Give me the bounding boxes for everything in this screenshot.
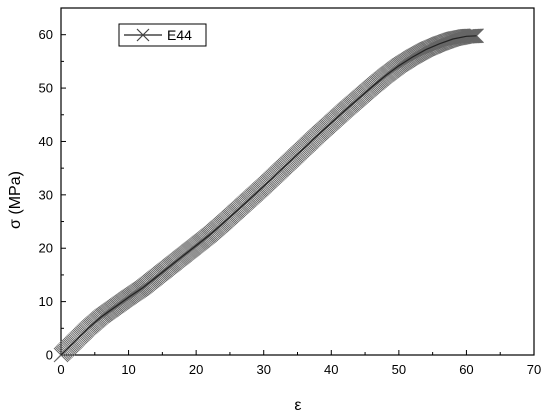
x-tick-label: 0	[57, 362, 64, 377]
x-tick-label: 60	[459, 362, 473, 377]
y-tick-label: 40	[39, 134, 53, 149]
y-tick-label: 60	[39, 27, 53, 42]
series-e44	[53, 28, 484, 363]
legend-box	[118, 23, 207, 47]
y-tick-label: 10	[39, 294, 53, 309]
x-tick-label: 40	[324, 362, 338, 377]
x-tick-label: 30	[256, 362, 270, 377]
legend-label-e44: E44	[167, 27, 192, 43]
legend-marker-x-icon	[136, 28, 150, 42]
legend: E44	[118, 23, 207, 47]
y-tick-label: 50	[39, 81, 53, 96]
x-axis-title: ε	[294, 397, 301, 414]
x-tick-label: 20	[189, 362, 203, 377]
y-tick-label: 0	[46, 348, 53, 363]
y-axis-title: σ (MPa)	[7, 171, 24, 229]
series-line-e44	[60, 35, 477, 356]
axis-ticks: 0 10 20 30 40 50 60 70 0 10 20 30 40 50 60	[39, 7, 541, 377]
x-tick-label: 70	[527, 362, 541, 377]
y-tick-label: 30	[39, 187, 53, 202]
x-tick-label: 50	[392, 362, 406, 377]
y-tick-label: 20	[39, 241, 53, 256]
x-tick-label: 10	[121, 362, 135, 377]
